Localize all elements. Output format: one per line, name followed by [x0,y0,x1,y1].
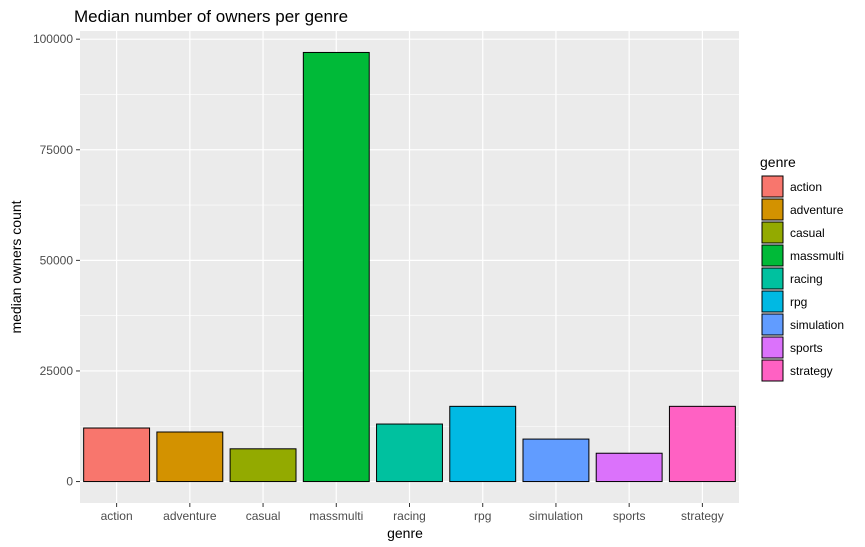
x-tick-label: rpg [474,509,491,523]
y-tick-label: 75000 [40,143,74,157]
y-tick-label: 25000 [40,364,74,378]
x-tick-label: strategy [681,509,724,523]
legend-key-massmulti [761,244,784,267]
x-tick-label: massmulti [309,509,363,523]
legend-label: casual [790,226,825,240]
x-tick-label: sports [613,509,646,523]
legend-label: rpg [790,295,807,309]
legend-key-racing [761,267,784,290]
x-tick-label: casual [246,509,281,523]
legend-key-adventure [761,198,784,221]
major-gridlines [80,31,739,503]
legend-label: simulation [790,318,844,332]
bar-massmulti [302,51,370,483]
bar-rpg [449,405,517,483]
x-tick-label: adventure [163,509,217,523]
legend-key-simulation [761,313,784,336]
legend-label: racing [790,272,823,286]
x-axis: action adventure casual massmulti racing rpg s… [101,503,724,523]
y-axis-title: median owners count [8,200,24,333]
chart-title: Median number of owners per genre [74,7,348,26]
legend-key-rpg [761,290,784,313]
x-tick-label: action [101,509,133,523]
bar-adventure [156,431,224,483]
legend-key-action [761,175,784,198]
legend-title: genre [760,154,796,170]
legend-label: sports [790,341,823,355]
legend: genre action adventure casual massmulti raci… [760,154,844,382]
legend-label: strategy [790,364,833,378]
legend-label: adventure [790,203,844,217]
legend-key-sports [761,336,784,359]
x-tick-label: simulation [529,509,583,523]
y-tick-label: 0 [66,475,73,489]
y-axis: 0 25000 50000 75000 100000 [33,32,80,489]
x-tick-label: racing [393,509,426,523]
bars [83,51,736,483]
legend-label: massmulti [790,249,844,263]
bar-simulation [522,438,590,483]
legend-key-strategy [761,359,784,382]
bar-racing [376,423,443,483]
y-tick-label: 50000 [40,253,74,267]
x-axis-title: genre [387,525,423,541]
bar-action [83,427,151,483]
bar-casual [229,448,297,483]
y-tick-label: 100000 [33,32,73,46]
bar-sports [595,452,663,483]
bar-strategy [668,405,736,483]
legend-label: action [790,180,822,194]
legend-key-casual [761,221,784,244]
